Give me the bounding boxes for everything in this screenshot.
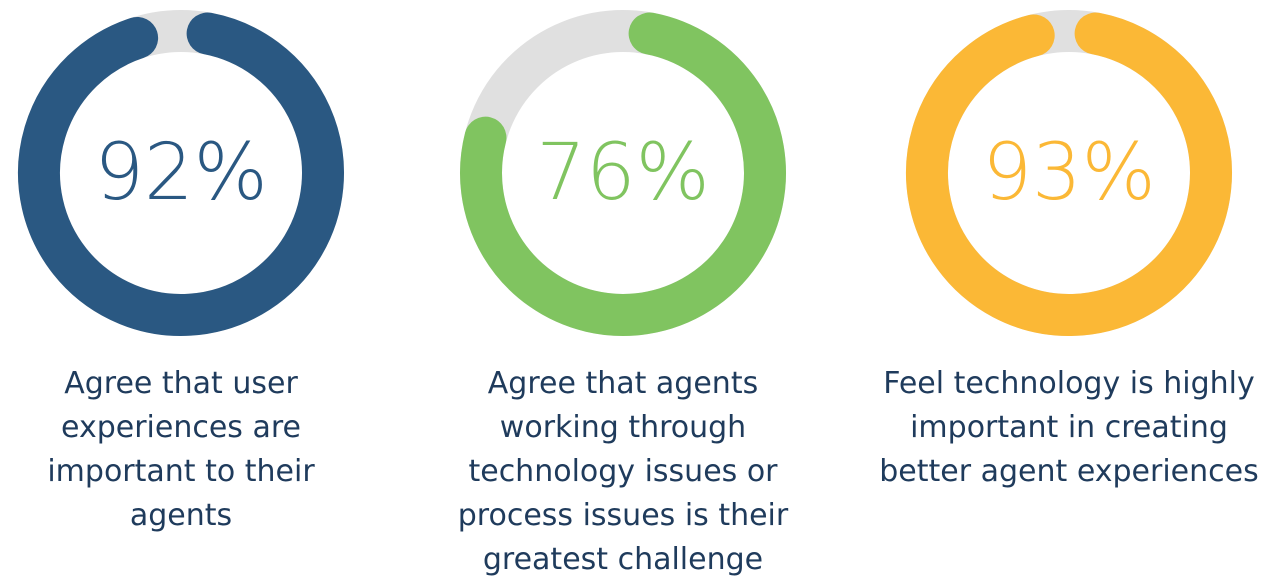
stat-caption: Agree that user experiences are importan… xyxy=(47,366,315,533)
donut-progress-arc xyxy=(18,12,344,336)
stat-technology-challenge: 76% Agree that agents working through te… xyxy=(413,0,833,584)
donut-progress-arc xyxy=(906,12,1232,336)
donut-chart: 76% xyxy=(460,10,786,336)
donut-chart: 92% xyxy=(18,10,344,336)
donut-progress-arc xyxy=(460,12,786,336)
percentage-label: 92% xyxy=(94,128,267,218)
percentage-label: 93% xyxy=(982,128,1155,218)
percentage-label: 76% xyxy=(536,128,709,218)
stat-user-experience: 92% Agree that user experiences are impo… xyxy=(0,0,391,584)
stat-caption: Feel technology is highly important in c… xyxy=(879,366,1259,489)
donut-chart: 93% xyxy=(906,10,1232,336)
stat-caption: Agree that agents working through techno… xyxy=(457,366,789,577)
stat-technology-importance: 93% Feel technology is highly important … xyxy=(859,0,1279,584)
